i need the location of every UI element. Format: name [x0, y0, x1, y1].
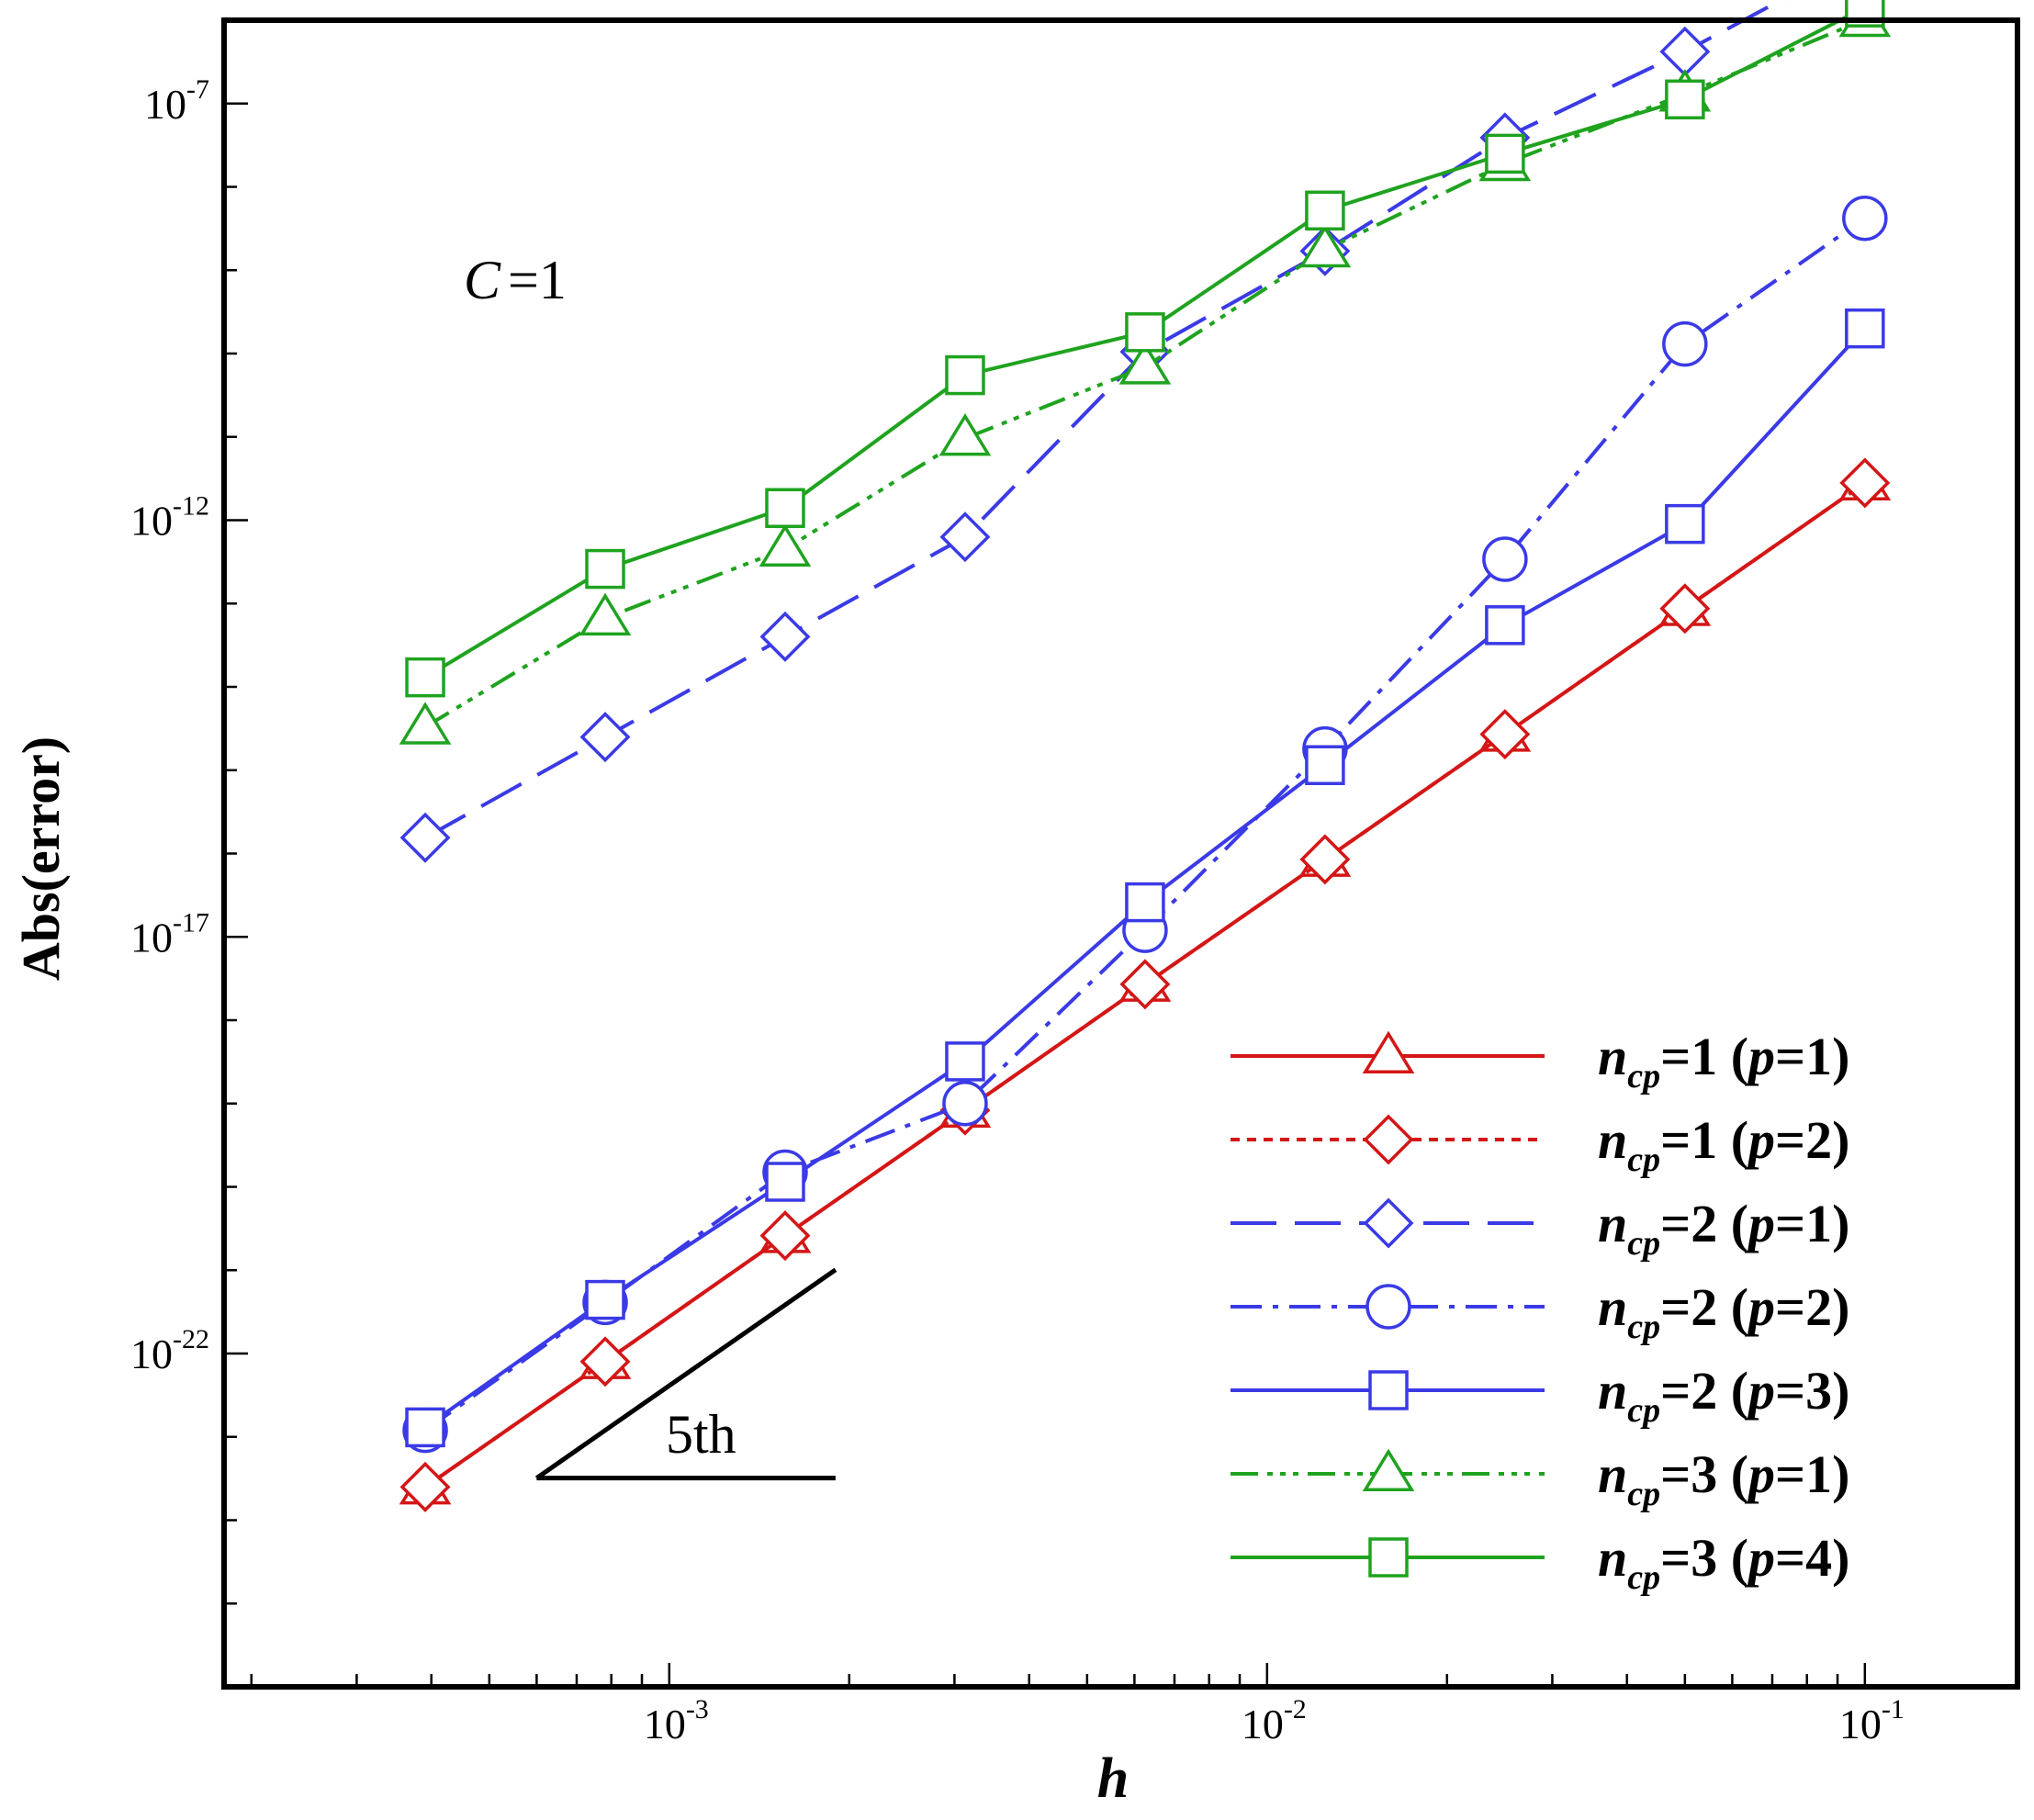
circle-marker	[1662, 320, 1708, 367]
x-tick-label: 10-2	[1242, 1694, 1307, 1747]
triangle-marker	[759, 523, 812, 567]
legend-label: ncp=3 (p=4)	[1598, 1528, 1849, 1597]
triangle-marker	[1362, 1448, 1415, 1492]
square-marker	[1845, 308, 1885, 349]
diamond-marker	[1659, 583, 1711, 635]
square-marker	[1305, 745, 1345, 785]
diamond-marker	[759, 611, 811, 662]
legend-entry: ncp=3 (p=4)	[1231, 1528, 1849, 1597]
legend-label: ncp=2 (p=2)	[1598, 1277, 1849, 1346]
y-axis-title: Abs(error)	[11, 736, 71, 981]
triangle-marker	[579, 592, 632, 636]
x-axis-title: h	[1097, 1747, 1129, 1810]
square-marker	[1665, 79, 1705, 120]
diamond-marker	[1839, 457, 1891, 509]
legend-entry: ncp=1 (p=2)	[1231, 1110, 1849, 1179]
diamond-marker	[759, 1210, 811, 1262]
axis-tick-labels: 10-3 10-2 10-1 10-7 10-12 10-17 10-22	[130, 74, 1905, 1747]
y-tick-label: 10-22	[130, 1324, 209, 1377]
square-marker	[1125, 312, 1165, 353]
x-tick-label: 10-1	[1839, 1694, 1905, 1747]
legend-label: ncp=1 (p=1)	[1598, 1027, 1849, 1095]
x-tick-label: 10-3	[644, 1694, 709, 1747]
legend-entry: ncp=2 (p=3)	[1231, 1361, 1849, 1430]
square-marker	[945, 354, 985, 396]
square-marker	[1485, 605, 1525, 646]
square-marker	[405, 657, 445, 698]
slope-hypotenuse	[534, 1267, 837, 1480]
diamond-marker	[1363, 1114, 1414, 1165]
square-marker	[405, 1407, 445, 1448]
square-marker	[585, 1279, 625, 1320]
square-marker	[1485, 133, 1525, 174]
y-tick-label: 10-17	[130, 907, 209, 961]
legend-label: ncp=2 (p=3)	[1598, 1361, 1849, 1430]
diamond-marker	[1119, 959, 1171, 1010]
square-marker	[1305, 190, 1345, 231]
legend-entry: ncp=2 (p=2)	[1231, 1277, 1849, 1346]
plot-frame	[221, 17, 2020, 1690]
series-2	[399, 457, 1891, 1512]
circle-marker	[942, 1081, 988, 1127]
legend: ncp=1 (p=1) ncp=1 (p=2) ncp=2 (p=1) ncp=2 (…	[1231, 1027, 1849, 1597]
y-tick-label: 10-7	[144, 74, 209, 128]
legend-label: ncp=1 (p=2)	[1598, 1110, 1849, 1179]
diamond-marker	[1479, 709, 1531, 760]
square-marker	[765, 488, 805, 528]
square-marker	[1665, 503, 1705, 545]
square-marker	[585, 548, 625, 590]
triangle-marker	[1118, 342, 1172, 385]
circle-marker	[1365, 1284, 1411, 1330]
diamond-marker	[939, 511, 991, 563]
data-series	[399, 0, 1892, 1512]
circle-marker	[1482, 536, 1528, 582]
diamond-marker	[1299, 834, 1351, 885]
legend-entry: ncp=3 (p=1)	[1231, 1444, 1849, 1513]
triangle-marker	[938, 413, 992, 456]
triangle-marker	[399, 702, 452, 745]
slope-triangle	[534, 1267, 837, 1481]
square-marker	[1125, 882, 1165, 923]
circle-marker	[1842, 195, 1888, 242]
slope-label: 5th	[666, 1404, 736, 1465]
annotation-c: C =1	[464, 250, 567, 310]
square-marker	[945, 1041, 985, 1082]
diamond-marker	[579, 712, 631, 763]
diamond-marker	[399, 1461, 451, 1512]
diamond-marker	[1363, 1197, 1414, 1249]
series-5	[405, 308, 1885, 1448]
diamond-marker	[579, 1336, 631, 1387]
triangle-marker	[1362, 1030, 1415, 1074]
legend-label: ncp=2 (p=1)	[1598, 1194, 1849, 1263]
diamond-marker	[399, 812, 451, 863]
legend-label: ncp=3 (p=1)	[1598, 1444, 1849, 1513]
square-marker	[1368, 1370, 1409, 1410]
square-marker	[765, 1162, 805, 1202]
y-tick-label: 10-12	[130, 491, 209, 545]
triangle-marker	[1298, 224, 1352, 268]
square-marker	[1368, 1537, 1409, 1578]
series-7	[405, 0, 1885, 698]
legend-entry: ncp=1 (p=1)	[1231, 1027, 1849, 1095]
legend-entry: ncp=2 (p=1)	[1231, 1194, 1849, 1263]
